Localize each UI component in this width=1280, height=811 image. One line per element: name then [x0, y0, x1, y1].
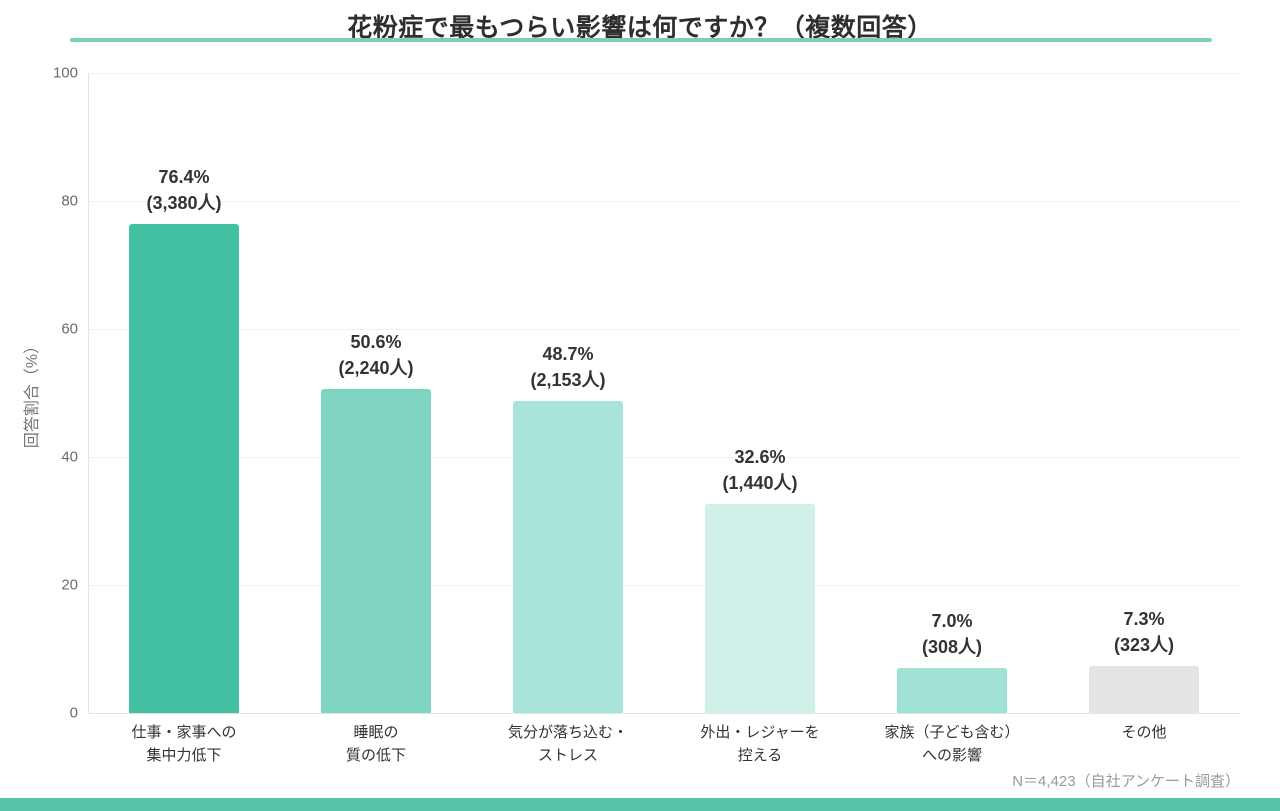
value-label: 48.7% (2,153人) — [530, 344, 606, 391]
y-tick-label: 20 — [61, 576, 78, 594]
bar-slot: 7.3% (323人) — [1048, 73, 1240, 713]
gridline — [89, 457, 1241, 458]
title-underline — [70, 38, 1212, 42]
bar: 48.7% (2,153人) — [513, 344, 623, 713]
y-tick-label: 40 — [61, 448, 78, 466]
category-label: 外出・レジャーを 控える — [700, 724, 820, 764]
bar: 76.4% (3,380人) — [129, 167, 239, 713]
bar: 32.6% (1,440人) — [705, 447, 815, 713]
gridline — [89, 585, 1241, 586]
gridline — [89, 201, 1241, 202]
gridline — [89, 73, 1241, 74]
gridline — [89, 329, 1241, 330]
value-label: 76.4% (3,380人) — [146, 166, 222, 213]
sample-size-note: N＝4,423（自社アンケート調査） — [1012, 773, 1240, 790]
y-tick-label: 60 — [61, 320, 78, 338]
bar-slot: 50.6% (2,240人) — [280, 73, 472, 713]
plot-area — [88, 73, 1241, 714]
bar-slot: 7.0% (308人) — [856, 73, 1048, 713]
category-label: 仕事・家事への 集中力低下 — [131, 724, 237, 764]
y-tick-label: 80 — [61, 192, 78, 210]
bar: 7.0% (308人) — [897, 611, 1007, 713]
bar-slot: 76.4% (3,380人) — [88, 73, 280, 713]
value-label: 32.6% (1,440人) — [722, 447, 798, 494]
category-label: 気分が落ち込む・ ストレス — [507, 724, 628, 764]
y-tick-label: 0 — [69, 704, 78, 722]
value-label: 50.6% (2,240人) — [338, 331, 414, 379]
category-label: 家族（子ども含む） への影響 — [884, 724, 1020, 764]
value-label: 7.3% (323人) — [1113, 609, 1175, 656]
category-label: 睡眠の 質の低下 — [345, 724, 406, 764]
bar-slot: 32.6% (1,440人) — [664, 73, 856, 713]
bar-slot: 48.7% (2,153人) — [472, 73, 664, 713]
bars-layer: 76.4% (3,380人) 50.6% (2,240人) 48.7% (2,153人) 3… — [88, 73, 1240, 713]
bottom-accent-bar — [0, 798, 1280, 811]
y-tick-label: 100 — [52, 64, 78, 82]
chart-title: 花粉症で最もつらい影響は何ですか？（複数回答） — [347, 14, 933, 42]
category-label: その他 — [1121, 724, 1167, 741]
bar: 50.6% (2,240人) — [321, 332, 431, 713]
category-axis: 仕事・家事への 集中力低下 睡眠の 質の低下 気分が落ち込む・ ストレス 外出・レジャーを控… — [88, 722, 1240, 767]
bar: 7.3% (323人) — [1089, 609, 1199, 713]
value-label: 7.0% (308人) — [921, 611, 983, 658]
y-axis-ticks: 0 20 40 60 80 100 — [0, 65, 78, 722]
